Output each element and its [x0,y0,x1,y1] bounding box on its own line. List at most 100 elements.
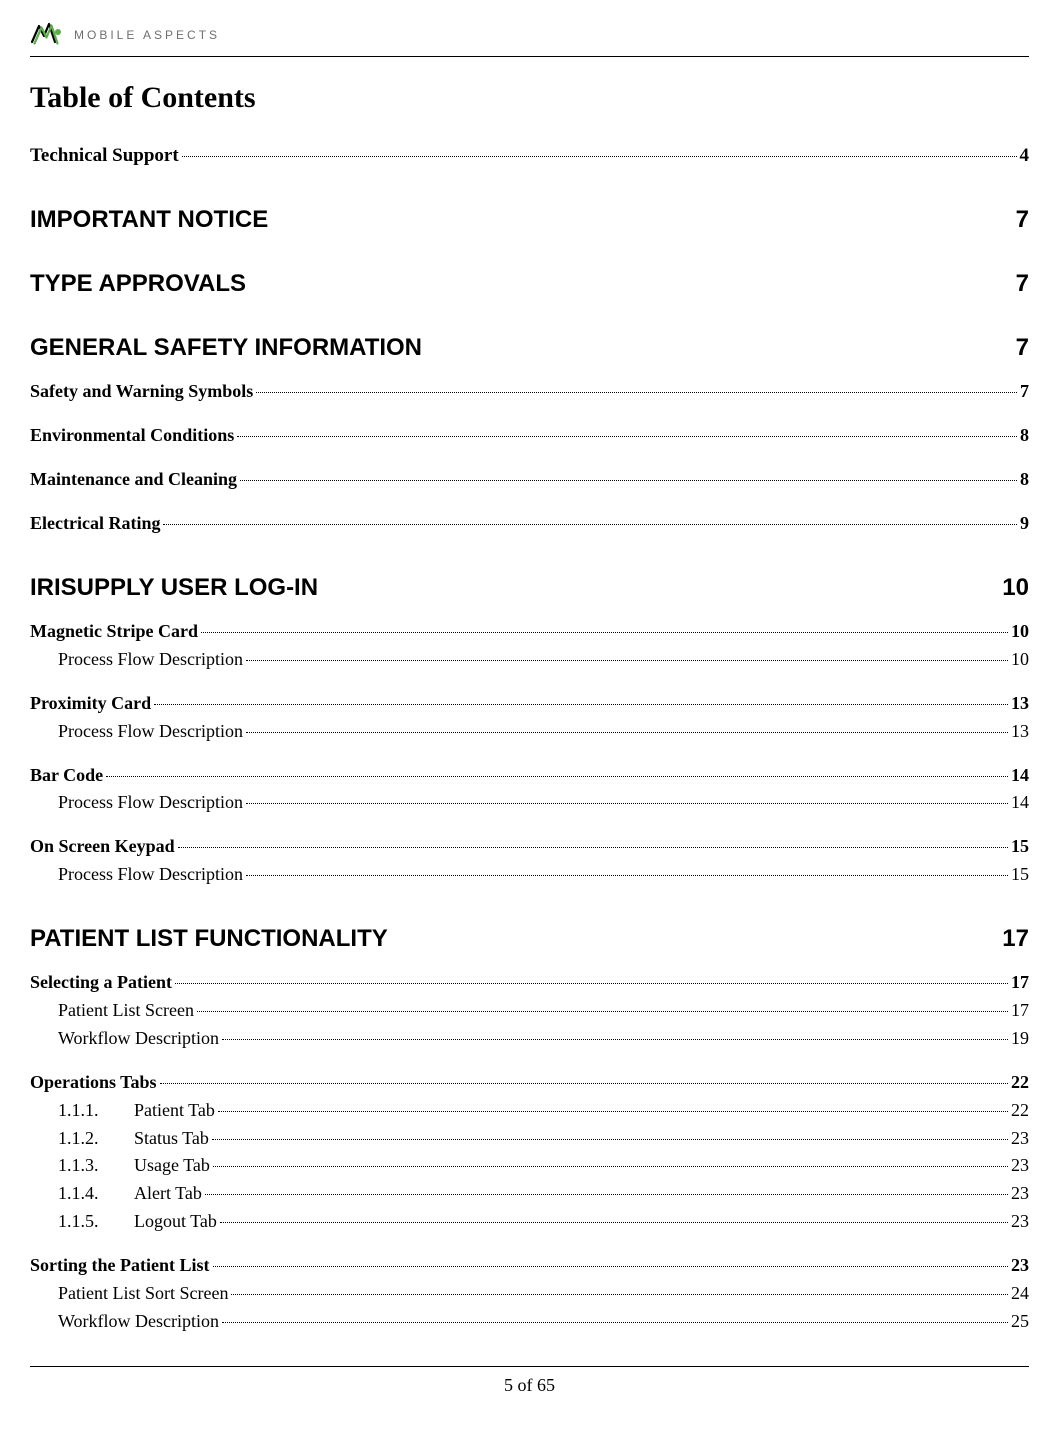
toc-label: Proximity Card [30,690,151,718]
toc-number: 1.1.3. [58,1152,134,1180]
toc-entry: Technical Support 4 [30,141,1029,170]
toc-entry: Operations Tabs 22 [30,1069,1029,1097]
brand-logo-icon [30,20,64,50]
toc-leader-dots [240,480,1017,481]
toc-label: Patient List Sort Screen [58,1280,228,1308]
toc-page: 15 [1011,833,1029,861]
toc-heading-page: 10 [1002,574,1029,602]
toc-label: Workflow Description [58,1308,219,1336]
toc-heading-page: 17 [1002,925,1029,953]
toc-page: 13 [1011,718,1029,746]
toc-page: 22 [1011,1097,1029,1125]
toc-section-heading: PATIENT LIST FUNCTIONALITY 17 [30,925,1029,953]
toc-entry: Maintenance and Cleaning 8 [30,466,1029,494]
toc-entry: 1.1.3.Usage Tab 23 [30,1152,1029,1180]
toc-label: Workflow Description [58,1025,219,1053]
toc-leader-dots [175,983,1008,984]
toc-entry: Bar Code 14 [30,762,1029,790]
page-title: Table of Contents [30,81,1029,115]
toc-page: 13 [1011,690,1029,718]
toc-group: Selecting a Patient 17Patient List Scree… [30,969,1029,1053]
toc-label: Sorting the Patient List [30,1252,210,1280]
toc-label: Patient List Screen [58,997,194,1025]
toc-leader-dots [246,732,1008,733]
toc-label: Alert Tab [134,1180,202,1208]
toc-section-heading: IMPORTANT NOTICE7 [30,206,1029,234]
page-number: 5 of 65 [504,1375,555,1395]
toc-entry: Process Flow Description 13 [30,718,1029,746]
toc-leader-dots [220,1222,1008,1223]
toc-number: 1.1.5. [58,1208,134,1236]
toc-group: Sorting the Patient List 23Patient List … [30,1252,1029,1336]
toc-label: Electrical Rating [30,510,160,538]
toc-group: Proximity Card 13Process Flow Descriptio… [30,690,1029,746]
toc-entry: Patient List Screen 17 [30,997,1029,1025]
page-footer: 5 of 65 [30,1366,1029,1396]
toc-leader-dots [178,847,1008,848]
toc-section-heading: IRISUPPLY USER LOG-IN10 [30,574,1029,602]
toc-leader-dots [205,1194,1008,1195]
toc-entry: Process Flow Description 15 [30,861,1029,889]
toc-heading-page: 7 [1016,270,1029,298]
toc-page: 15 [1011,861,1029,889]
toc-entry: 1.1.2.Status Tab 23 [30,1125,1029,1153]
toc-page: 23 [1011,1208,1029,1236]
toc-heading-label: PATIENT LIST FUNCTIONALITY [30,925,388,953]
toc-group: Operations Tabs 221.1.1.Patient Tab 221.… [30,1069,1029,1236]
toc-leader-dots [213,1266,1009,1267]
toc-leader-dots [256,392,1017,393]
toc-entry: Patient List Sort Screen 24 [30,1280,1029,1308]
toc-page: 14 [1011,789,1029,817]
toc-section-heading: GENERAL SAFETY INFORMATION7 [30,334,1029,362]
toc-leader-dots [237,436,1017,437]
toc-page: 17 [1011,969,1029,997]
toc-entry: Selecting a Patient 17 [30,969,1029,997]
toc-label: Process Flow Description [58,789,243,817]
toc-number: 1.1.4. [58,1180,134,1208]
toc-page: 8 [1020,466,1029,494]
toc-entry: Workflow Description 25 [30,1308,1029,1336]
toc-page: 23 [1011,1152,1029,1180]
toc-page: 22 [1011,1069,1029,1097]
toc-page: 19 [1011,1025,1029,1053]
toc-label: Technical Support [30,141,179,170]
toc-leader-dots [201,632,1008,633]
toc-label: Logout Tab [134,1208,217,1236]
toc-page: 17 [1011,997,1029,1025]
toc-page: 25 [1011,1308,1029,1336]
toc-label: Usage Tab [134,1152,210,1180]
toc-entry: Process Flow Description 10 [30,646,1029,674]
toc-leader-dots [246,875,1008,876]
toc-entry: Proximity Card 13 [30,690,1029,718]
toc-page: 7 [1020,378,1029,406]
toc-leader-dots [106,776,1008,777]
toc-leader-dots [154,704,1008,705]
toc-entry: Environmental Conditions 8 [30,422,1029,450]
toc-entry: On Screen Keypad 15 [30,833,1029,861]
toc-heading-label: IMPORTANT NOTICE [30,206,268,234]
toc-leader-dots [213,1166,1008,1167]
toc-label: Process Flow Description [58,861,243,889]
toc-label: Patient Tab [134,1097,215,1125]
toc-entry: Electrical Rating 9 [30,510,1029,538]
toc-label: Selecting a Patient [30,969,172,997]
toc-number: 1.1.1. [58,1097,134,1125]
toc-leader-dots [218,1111,1008,1112]
toc-group: Bar Code 14Process Flow Description 14 [30,762,1029,818]
toc-page: 14 [1011,762,1029,790]
toc-leader-dots [212,1139,1008,1140]
toc-page: 24 [1011,1280,1029,1308]
toc-label: Operations Tabs [30,1069,157,1097]
toc-entry: 1.1.4.Alert Tab 23 [30,1180,1029,1208]
toc-label: Magnetic Stripe Card [30,618,198,646]
toc-page: 9 [1020,510,1029,538]
toc-label: Bar Code [30,762,103,790]
toc-leader-dots [222,1322,1008,1323]
toc-entry: Workflow Description 19 [30,1025,1029,1053]
table-of-contents: Technical Support 4IMPORTANT NOTICE7TYPE… [30,141,1029,1336]
toc-entry: Sorting the Patient List 23 [30,1252,1029,1280]
toc-heading-page: 7 [1016,334,1029,362]
toc-group: Magnetic Stripe Card 10Process Flow Desc… [30,618,1029,674]
toc-label: On Screen Keypad [30,833,175,861]
toc-heading-label: TYPE APPROVALS [30,270,246,298]
